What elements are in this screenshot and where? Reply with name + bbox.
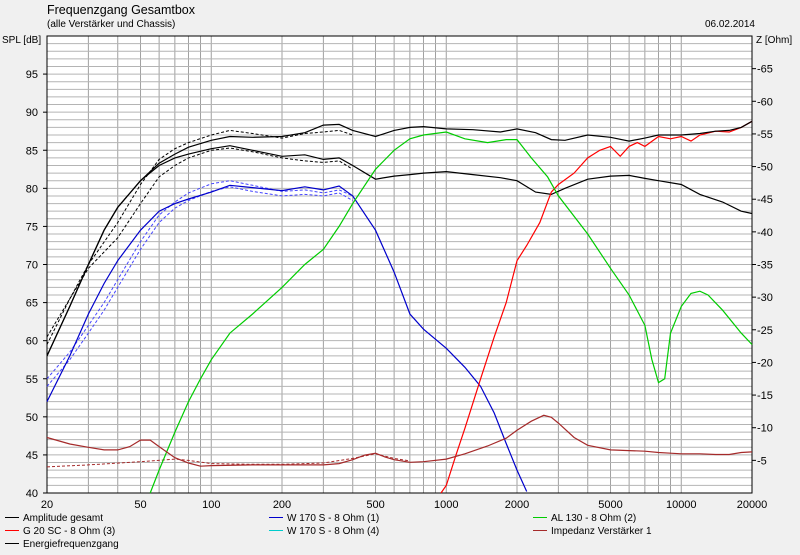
legend-item-amplitude-gesamt[interactable]: Amplitude gesamt — [5, 513, 103, 525]
x-tick-label: 100 — [202, 499, 220, 511]
legend-swatch — [269, 529, 283, 531]
legend-item-w170s-4[interactable]: W 170 S - 8 Ohm (4) — [269, 526, 379, 538]
y-axis-right-label: Z [Ohm] — [756, 35, 793, 46]
y-tick-label-right: -45 — [757, 194, 773, 206]
reference-curve — [46, 129, 353, 345]
y-tick-label-right: -25 — [757, 325, 773, 337]
y-tick-label-right: -55 — [757, 129, 773, 141]
y-tick-label-left: 75 — [26, 221, 38, 233]
y-tick-label-right: -10 — [757, 423, 773, 435]
reference-curve — [46, 453, 410, 468]
legend-label: Impedanz Verstärker 1 — [551, 526, 652, 537]
series-impedanz-verst-rker-1 — [46, 414, 753, 467]
y-tick-label-right: -20 — [757, 357, 773, 369]
reference-curve — [46, 180, 353, 380]
legend-swatch — [269, 516, 283, 518]
chart-date: 06.02.2014 — [704, 19, 755, 30]
x-tick-label: 1000 — [434, 499, 458, 511]
x-tick-label: 20000 — [737, 499, 768, 511]
y-tick-label-left: 65 — [26, 298, 38, 310]
y-tick-label-right: -5 — [757, 455, 767, 467]
legend-label: W 170 S - 8 Ohm (4) — [287, 526, 380, 537]
y-tick-label-left: 80 — [26, 183, 38, 195]
legend-item-w170s-1[interactable]: W 170 S - 8 Ohm (1) — [269, 513, 379, 525]
x-tick-label: 500 — [366, 499, 384, 511]
x-tick-label: 2000 — [505, 499, 529, 511]
legend-swatch — [5, 542, 19, 544]
x-tick-label: 20 — [41, 499, 53, 511]
y-tick-label-left: 60 — [26, 336, 38, 348]
legend-label: W 170 S - 8 Ohm (1) — [287, 513, 380, 524]
y-tick-label-left: 50 — [26, 412, 38, 424]
legend-item-al130-2[interactable]: AL 130 - 8 Ohm (2) — [533, 513, 636, 525]
y-tick-label-left: 40 — [26, 488, 38, 500]
x-tick-label: 50 — [134, 499, 146, 511]
legend-item-energiefrequenzgang[interactable]: Energiefrequenzgang — [5, 539, 119, 551]
legend-item-g20sc-3[interactable]: G 20 SC - 8 Ohm (3) — [5, 526, 115, 538]
series-w-170-s-8-ohm-1 — [46, 184, 528, 492]
legend-swatch — [5, 529, 19, 531]
series-amplitude-gesamt — [46, 145, 753, 357]
y-tick-label-right: -35 — [757, 260, 773, 272]
y-axis-left-label: SPL [dB] — [2, 35, 42, 46]
legend-swatch — [5, 516, 19, 518]
legend-label: Amplitude gesamt — [23, 513, 104, 524]
legend-label: G 20 SC - 8 Ohm (3) — [23, 526, 116, 537]
y-tick-label-left: 90 — [26, 107, 38, 119]
y-tick-label-left: 85 — [26, 145, 38, 157]
y-tick-label-left: 70 — [26, 260, 38, 272]
chart-title: Frequenzgang Gesamtbox — [47, 3, 196, 17]
legend-item-impedanz[interactable]: Impedanz Verstärker 1 — [533, 526, 652, 538]
legend-label: AL 130 - 8 Ohm (2) — [551, 513, 637, 524]
y-tick-label-left: 45 — [26, 450, 38, 462]
series-energiefrequenzgang — [46, 120, 753, 357]
legend-label: Energiefrequenzgang — [23, 539, 119, 550]
y-tick-label-right: -40 — [757, 227, 773, 239]
y-tick-label-right: -50 — [757, 162, 773, 174]
x-tick-label: 5000 — [598, 499, 622, 511]
chart-subtitle: (alle Verstärker und Chassis) — [47, 19, 176, 30]
reference-curve — [46, 147, 353, 338]
y-tick-label-right: -30 — [757, 292, 773, 304]
series-al-130-8-ohm-2 — [149, 131, 753, 494]
x-tick-label: 10000 — [666, 499, 697, 511]
y-tick-label-left: 55 — [26, 374, 38, 386]
series-g-20-sc-8-ohm-3 — [440, 120, 753, 494]
y-tick-label-left: 95 — [26, 69, 38, 81]
y-tick-label-right: -60 — [757, 96, 773, 108]
reference-curve — [46, 186, 353, 387]
legend-swatch — [533, 529, 547, 531]
legend-swatch — [533, 516, 547, 518]
y-tick-label-right: -65 — [757, 64, 773, 76]
y-tick-label-right: -15 — [757, 390, 773, 402]
x-tick-label: 200 — [273, 499, 291, 511]
